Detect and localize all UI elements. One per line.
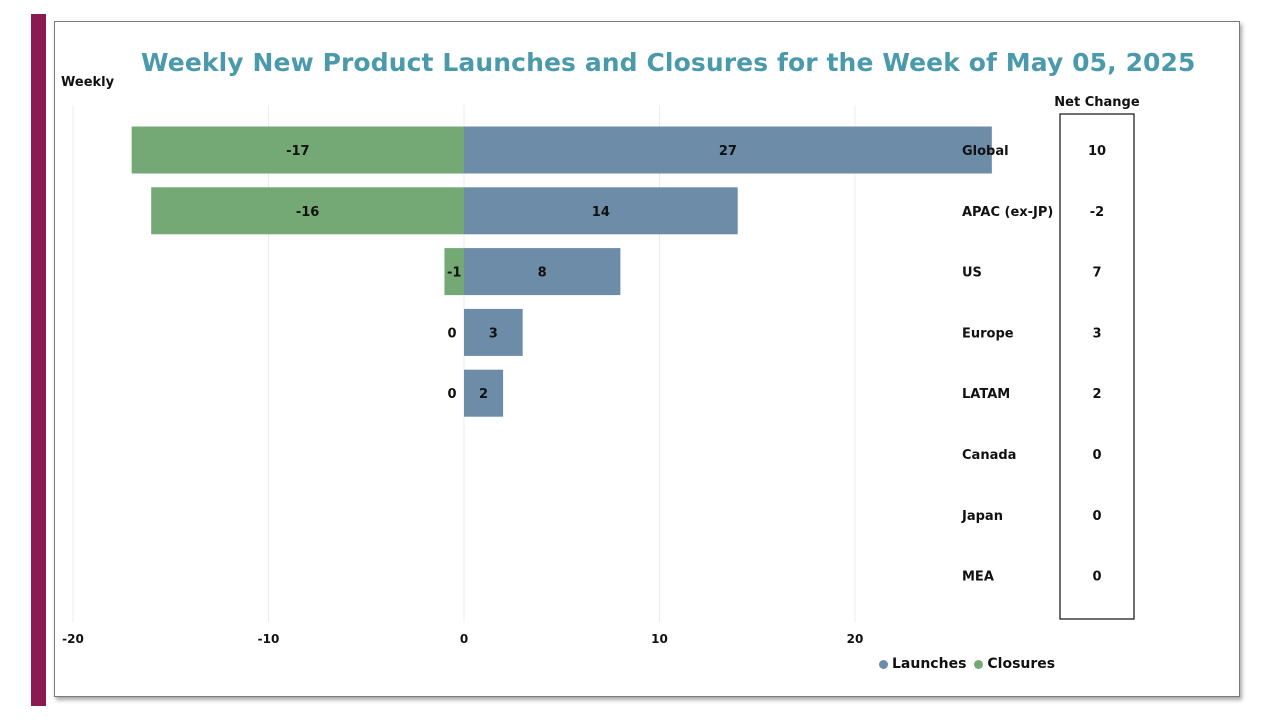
category-label: Japan [961, 509, 1003, 524]
bar-launches [464, 248, 621, 296]
legend-swatch-closures [974, 659, 984, 669]
bar-closures [131, 126, 464, 174]
chart-title: Weekly New Product Launches and Closures… [141, 48, 1196, 77]
x-tick-label: -20 [62, 632, 84, 646]
bar-launches [464, 126, 992, 174]
bar-closures [151, 187, 464, 235]
x-tick-label: 0 [460, 632, 468, 646]
net-change-box [1059, 113, 1135, 620]
bar-launches [464, 369, 504, 417]
bar-closures [444, 248, 464, 296]
legend-swatch-launches [879, 659, 888, 669]
net-change-value: 2 [1092, 387, 1101, 402]
net-change-value: 0 [1092, 509, 1101, 524]
legend: Launches Closures [879, 656, 1063, 672]
x-tick-label: -10 [258, 632, 280, 646]
category-label: APAC (ex-JP) [962, 205, 1053, 220]
category-label: US [962, 266, 982, 281]
data-label-launches: 2 [479, 387, 488, 402]
category-label: Europe [962, 326, 1014, 341]
net-change-value: 7 [1092, 266, 1101, 281]
data-label-launches: 8 [538, 266, 547, 281]
data-label-closures: 0 [447, 387, 456, 402]
data-label-closures: -16 [296, 205, 320, 220]
bar-launches [464, 308, 523, 356]
legend-label-closures: Closures [987, 656, 1056, 672]
category-label: Global [962, 144, 1009, 159]
data-label-launches: 3 [489, 326, 498, 341]
category-label: LATAM [962, 387, 1010, 402]
net-change-value: 10 [1088, 144, 1106, 159]
x-tick-label: 20 [847, 632, 864, 646]
net-change-value: 0 [1092, 570, 1101, 585]
net-change-value: 0 [1092, 448, 1101, 463]
data-label-launches: 14 [592, 205, 610, 220]
net-change-value: 3 [1092, 326, 1101, 341]
data-label-launches: 27 [719, 144, 737, 159]
data-label-closures: -1 [447, 266, 461, 281]
net-change-value: -2 [1090, 205, 1104, 220]
category-label: Canada [962, 448, 1016, 463]
y-axis-label: Weekly [61, 75, 115, 90]
legend-item-launches[interactable]: Launches [879, 656, 966, 672]
data-label-closures: -17 [286, 144, 310, 159]
bar-launches [464, 187, 738, 235]
category-label: MEA [962, 570, 994, 585]
legend-label-launches: Launches [892, 656, 967, 672]
left-accent-bar [31, 14, 46, 706]
legend-item-closures[interactable]: Closures [974, 656, 1055, 672]
net-change-title: Net Change [1054, 95, 1140, 110]
x-tick-label: 10 [651, 632, 668, 646]
data-label-closures: 0 [447, 326, 456, 341]
